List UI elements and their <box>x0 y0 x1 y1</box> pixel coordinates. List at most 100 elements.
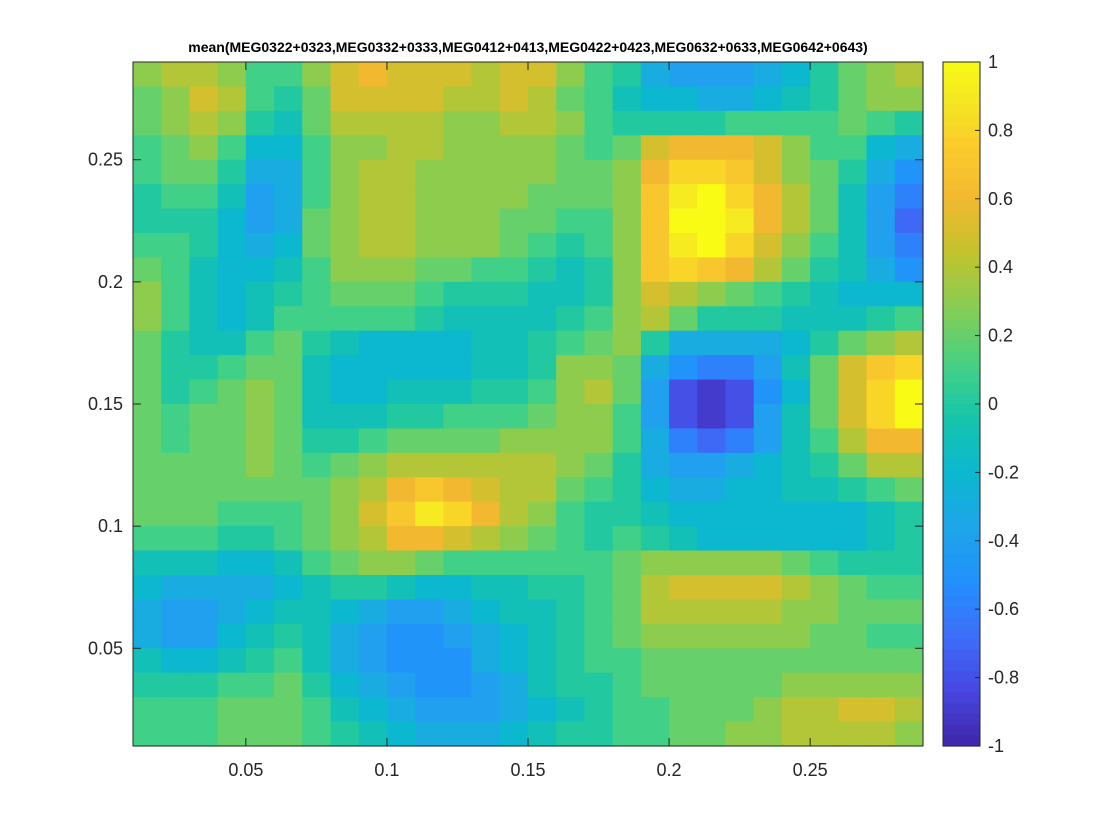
heatmap-cell <box>133 135 162 161</box>
heatmap-cell <box>528 233 557 259</box>
heatmap-cell <box>866 355 896 381</box>
heatmap-cell <box>697 184 727 210</box>
heatmap-cell <box>499 62 529 88</box>
heatmap-cell <box>612 477 642 503</box>
colorbar-segment <box>943 222 980 234</box>
heatmap-cell <box>753 526 783 552</box>
heatmap-cell <box>499 208 529 234</box>
heatmap-cell <box>697 159 727 185</box>
heatmap-cell <box>612 184 642 210</box>
heatmap-cell <box>781 86 811 112</box>
heatmap-cell <box>866 526 896 552</box>
heatmap <box>133 62 924 747</box>
heatmap-cell <box>556 62 586 88</box>
heatmap-cell <box>161 135 191 161</box>
heatmap-cell <box>781 623 811 649</box>
heatmap-cell <box>753 575 783 601</box>
heatmap-cell <box>302 648 332 674</box>
heatmap-cell <box>894 452 924 478</box>
heatmap-cell <box>584 135 614 161</box>
heatmap-cell <box>133 330 162 356</box>
heatmap-cell <box>217 501 247 527</box>
heatmap-cell <box>669 623 698 649</box>
heatmap-cell <box>161 526 191 552</box>
colorbar-segment <box>943 617 980 630</box>
heatmap-cell <box>838 306 868 332</box>
heatmap-cell <box>528 648 557 674</box>
heatmap-cell <box>781 526 811 552</box>
heatmap-cell <box>161 623 191 649</box>
heatmap-cell <box>443 575 473 601</box>
heatmap-cell <box>358 501 388 527</box>
heatmap-cell <box>838 452 868 478</box>
heatmap-cell <box>443 110 473 136</box>
heatmap-cell <box>133 721 162 747</box>
colorbar-segment <box>943 553 980 565</box>
heatmap-cell <box>133 648 162 674</box>
heatmap-cell <box>556 550 586 576</box>
chart-title: mean(MEG0322+0323,MEG0332+0333,MEG0412+0… <box>188 39 867 55</box>
heatmap-cell <box>245 697 275 723</box>
colorbar-segment <box>943 339 980 352</box>
heatmap-cell <box>838 477 868 503</box>
heatmap-cell <box>838 257 868 283</box>
heatmap-cell <box>217 208 247 234</box>
heatmap-cell <box>556 404 586 430</box>
heatmap-cell <box>528 135 557 161</box>
heatmap-cell <box>584 306 614 332</box>
heatmap-cell <box>866 550 896 576</box>
heatmap-cell <box>697 648 727 674</box>
colorbar: 1 0.8 0.6 0.4 0.2 0 -0.2 -0.4 -0.6 -0.8 -1 <box>942 52 1019 756</box>
heatmap-cell <box>640 452 670 478</box>
heatmap-cell <box>161 599 191 625</box>
heatmap-cell <box>217 404 247 430</box>
heatmap-cell <box>669 233 698 259</box>
heatmap-cell <box>838 330 868 356</box>
heatmap-cell <box>386 330 416 356</box>
heatmap-cell <box>189 159 219 185</box>
heatmap-cell <box>612 648 642 674</box>
heatmap-cell <box>443 550 473 576</box>
heatmap-cell <box>386 697 416 723</box>
heatmap-cell <box>753 257 783 283</box>
heatmap-cell <box>781 135 811 161</box>
heatmap-cell <box>781 233 811 259</box>
heatmap-cell <box>302 379 332 405</box>
heatmap-cell <box>217 355 247 381</box>
heatmap-cell <box>133 550 162 576</box>
colorbar-segment <box>943 404 980 416</box>
colorbar-segment <box>943 393 980 405</box>
heatmap-cell <box>640 257 670 283</box>
colorbar-segment <box>943 350 980 362</box>
heatmap-cell <box>302 330 332 356</box>
heatmap-cell <box>471 86 501 112</box>
heatmap-cell <box>245 477 275 503</box>
heatmap-cell <box>584 526 614 552</box>
heatmap-cell <box>415 550 444 576</box>
heatmap-cell <box>245 330 275 356</box>
heatmap-cell <box>697 281 727 307</box>
heatmap-cell <box>640 62 670 88</box>
heatmap-cell <box>894 672 924 698</box>
heatmap-cell <box>556 306 586 332</box>
heatmap-cell <box>471 550 501 576</box>
heatmap-cell <box>697 257 727 283</box>
heatmap-cell <box>753 355 783 381</box>
heatmap-cell <box>133 184 162 210</box>
heatmap-cell <box>894 550 924 576</box>
heatmap-cell <box>302 159 332 185</box>
heatmap-cell <box>415 428 444 454</box>
heatmap-cell <box>330 697 360 723</box>
heatmap-cell <box>725 330 755 356</box>
heatmap-cell <box>274 379 303 405</box>
heatmap-cell <box>471 208 501 234</box>
heatmap-cell <box>386 428 416 454</box>
heatmap-cell <box>866 501 896 527</box>
heatmap-cell <box>894 623 924 649</box>
heatmap-cell <box>810 404 839 430</box>
heatmap-cell <box>386 452 416 478</box>
heatmap-cell <box>471 672 501 698</box>
heatmap-cell <box>358 306 388 332</box>
heatmap-cell <box>697 526 727 552</box>
heatmap-cell <box>584 330 614 356</box>
